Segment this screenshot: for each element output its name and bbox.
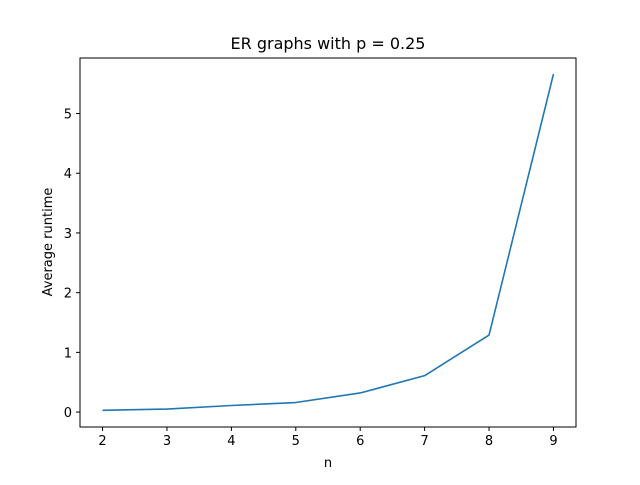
x-tick-label: 7 [420,434,428,449]
x-tick-label: 4 [227,434,235,449]
series-line [102,73,555,412]
y-tick-label: 4 [64,167,72,182]
y-tick-label: 2 [64,287,72,302]
x-tick-label: 3 [163,434,171,449]
x-tick-label: 2 [98,434,106,449]
series-layer [102,73,555,412]
y-tick-label: 3 [64,227,72,242]
y-tick-label: 1 [64,346,72,361]
x-axis-label: n [324,456,332,471]
x-tick-label: 6 [356,434,364,449]
y-axis-ticks: 0 1 2 3 4 5 [64,108,80,421]
x-axis-ticks: 2 3 4 5 6 7 8 9 [98,427,558,449]
y-tick-label: 0 [64,406,72,421]
chart-title: ER graphs with p = 0.25 [231,34,426,53]
y-axis-label: Average runtime [41,188,56,297]
x-tick-label: 8 [485,434,493,449]
x-tick-label: 9 [549,434,557,449]
axes-frame [79,57,577,428]
x-tick-label: 5 [292,434,300,449]
y-tick-label: 5 [64,108,72,123]
